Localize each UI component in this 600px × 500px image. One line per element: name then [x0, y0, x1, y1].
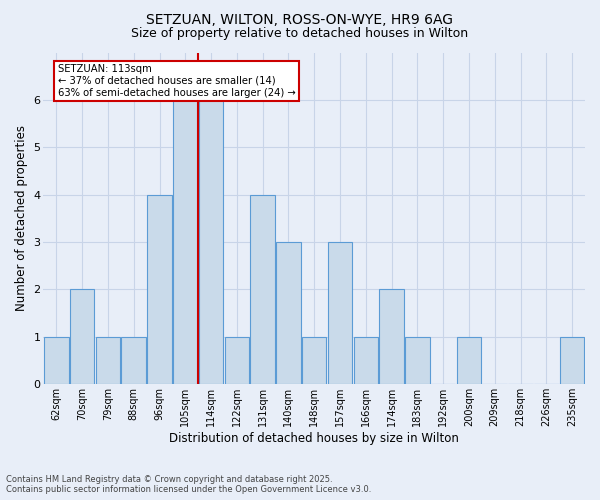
Bar — [379, 290, 404, 384]
Bar — [173, 100, 197, 384]
Bar — [276, 242, 301, 384]
Bar — [44, 337, 68, 384]
Bar — [328, 242, 352, 384]
Bar — [457, 337, 481, 384]
Text: Size of property relative to detached houses in Wilton: Size of property relative to detached ho… — [131, 28, 469, 40]
Bar — [302, 337, 326, 384]
Y-axis label: Number of detached properties: Number of detached properties — [15, 126, 28, 312]
Bar — [95, 337, 120, 384]
Bar — [560, 337, 584, 384]
Bar — [70, 290, 94, 384]
Bar — [199, 100, 223, 384]
Text: Contains HM Land Registry data © Crown copyright and database right 2025.
Contai: Contains HM Land Registry data © Crown c… — [6, 474, 371, 494]
Bar — [147, 194, 172, 384]
Bar — [224, 337, 249, 384]
Bar — [353, 337, 378, 384]
Text: SETZUAN: 113sqm
← 37% of detached houses are smaller (14)
63% of semi-detached h: SETZUAN: 113sqm ← 37% of detached houses… — [58, 64, 295, 98]
X-axis label: Distribution of detached houses by size in Wilton: Distribution of detached houses by size … — [169, 432, 459, 445]
Text: SETZUAN, WILTON, ROSS-ON-WYE, HR9 6AG: SETZUAN, WILTON, ROSS-ON-WYE, HR9 6AG — [146, 12, 454, 26]
Bar — [405, 337, 430, 384]
Bar — [250, 194, 275, 384]
Bar — [121, 337, 146, 384]
